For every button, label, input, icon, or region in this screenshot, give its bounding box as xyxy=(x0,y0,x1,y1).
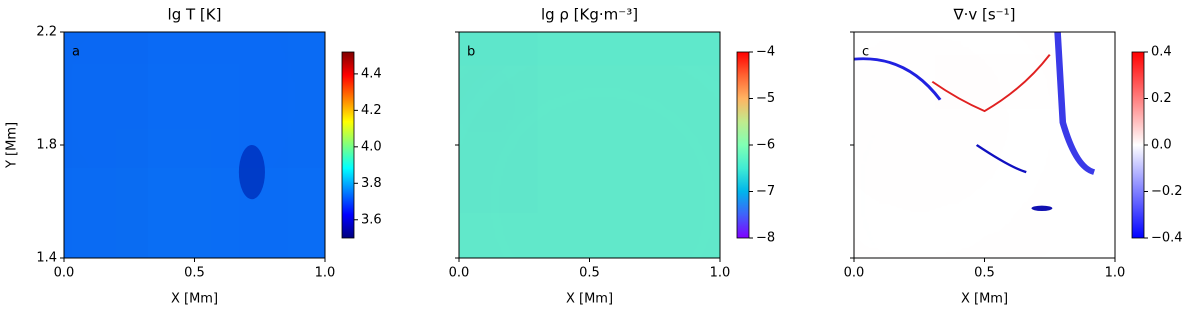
chart-title: ∇·v [s⁻¹] xyxy=(953,6,1016,24)
chart-title: lg ρ [Kg·m⁻³] xyxy=(541,6,638,24)
panel-label: c xyxy=(862,45,869,60)
colorbar-tick-label: −0.2 xyxy=(1151,184,1183,199)
field xyxy=(975,144,1027,174)
chart-title: lg T [K] xyxy=(168,6,222,24)
field xyxy=(615,38,637,57)
colorbar-tick-label: 0.0 xyxy=(1151,138,1172,153)
colorbar-tick-label: −0.4 xyxy=(1151,231,1183,246)
x-tick-label: 0.0 xyxy=(54,266,75,281)
colorbar-tick-label: 3.8 xyxy=(361,176,382,191)
x-tick-label: 1.0 xyxy=(710,266,731,281)
colorbar-tick-label: −8 xyxy=(756,231,775,246)
x-tick-label: 0.5 xyxy=(579,266,600,281)
field xyxy=(854,57,942,101)
y-tick-label: 2.2 xyxy=(36,25,57,40)
field xyxy=(304,32,325,213)
field xyxy=(90,65,273,134)
field xyxy=(1054,32,1096,175)
y-tick-label: 1.4 xyxy=(36,251,57,266)
colorbar-tick-label: −4 xyxy=(756,45,775,60)
field xyxy=(893,163,1102,218)
colorbar-tick-label: −7 xyxy=(756,184,775,199)
field xyxy=(569,143,583,156)
field xyxy=(459,43,512,157)
x-tick-label: 0.5 xyxy=(184,266,205,281)
field xyxy=(168,194,195,218)
panel-label: b xyxy=(467,45,475,60)
field xyxy=(854,54,985,191)
field xyxy=(163,138,179,161)
colorbar-tick-label: −6 xyxy=(756,138,775,153)
panel-label: a xyxy=(72,45,80,60)
heatmap xyxy=(854,32,1115,258)
colorbar-tick-label: 3.6 xyxy=(361,212,382,227)
colorbar-tick-label: 0.2 xyxy=(1151,91,1172,106)
field xyxy=(1031,205,1053,211)
field xyxy=(966,68,1029,96)
colorbar-tick-label: 0.4 xyxy=(1151,45,1172,60)
y-axis-label: Y [Mm] xyxy=(5,122,20,169)
y-tick-label: 1.8 xyxy=(36,138,57,153)
field xyxy=(238,145,265,200)
colorbar xyxy=(341,51,355,239)
colorbar xyxy=(1131,51,1145,239)
field xyxy=(64,32,120,258)
x-tick-label: 0.0 xyxy=(844,266,865,281)
colorbar-tick-label: 4.2 xyxy=(361,103,382,118)
x-tick-label: 0.5 xyxy=(974,266,995,281)
x-tick-label: 1.0 xyxy=(1105,266,1126,281)
field xyxy=(589,65,653,112)
x-axis-label: X [Mm] xyxy=(566,292,613,307)
x-tick-label: 0.0 xyxy=(449,266,470,281)
x-axis-label: X [Mm] xyxy=(961,292,1008,307)
heatmap-field xyxy=(459,32,720,258)
field xyxy=(472,133,720,258)
heatmap xyxy=(64,32,325,258)
field xyxy=(931,54,1051,113)
heatmap-field xyxy=(64,32,325,258)
colorbar xyxy=(736,51,750,239)
colorbar-tick-label: 4.4 xyxy=(361,66,382,81)
x-axis-label: X [Mm] xyxy=(171,292,218,307)
colorbar-tick-label: −5 xyxy=(756,91,775,106)
heatmap-field xyxy=(854,32,1115,258)
heatmap xyxy=(459,32,720,258)
x-tick-label: 1.0 xyxy=(315,266,336,281)
colorbar-tick-label: 4.0 xyxy=(361,139,382,154)
